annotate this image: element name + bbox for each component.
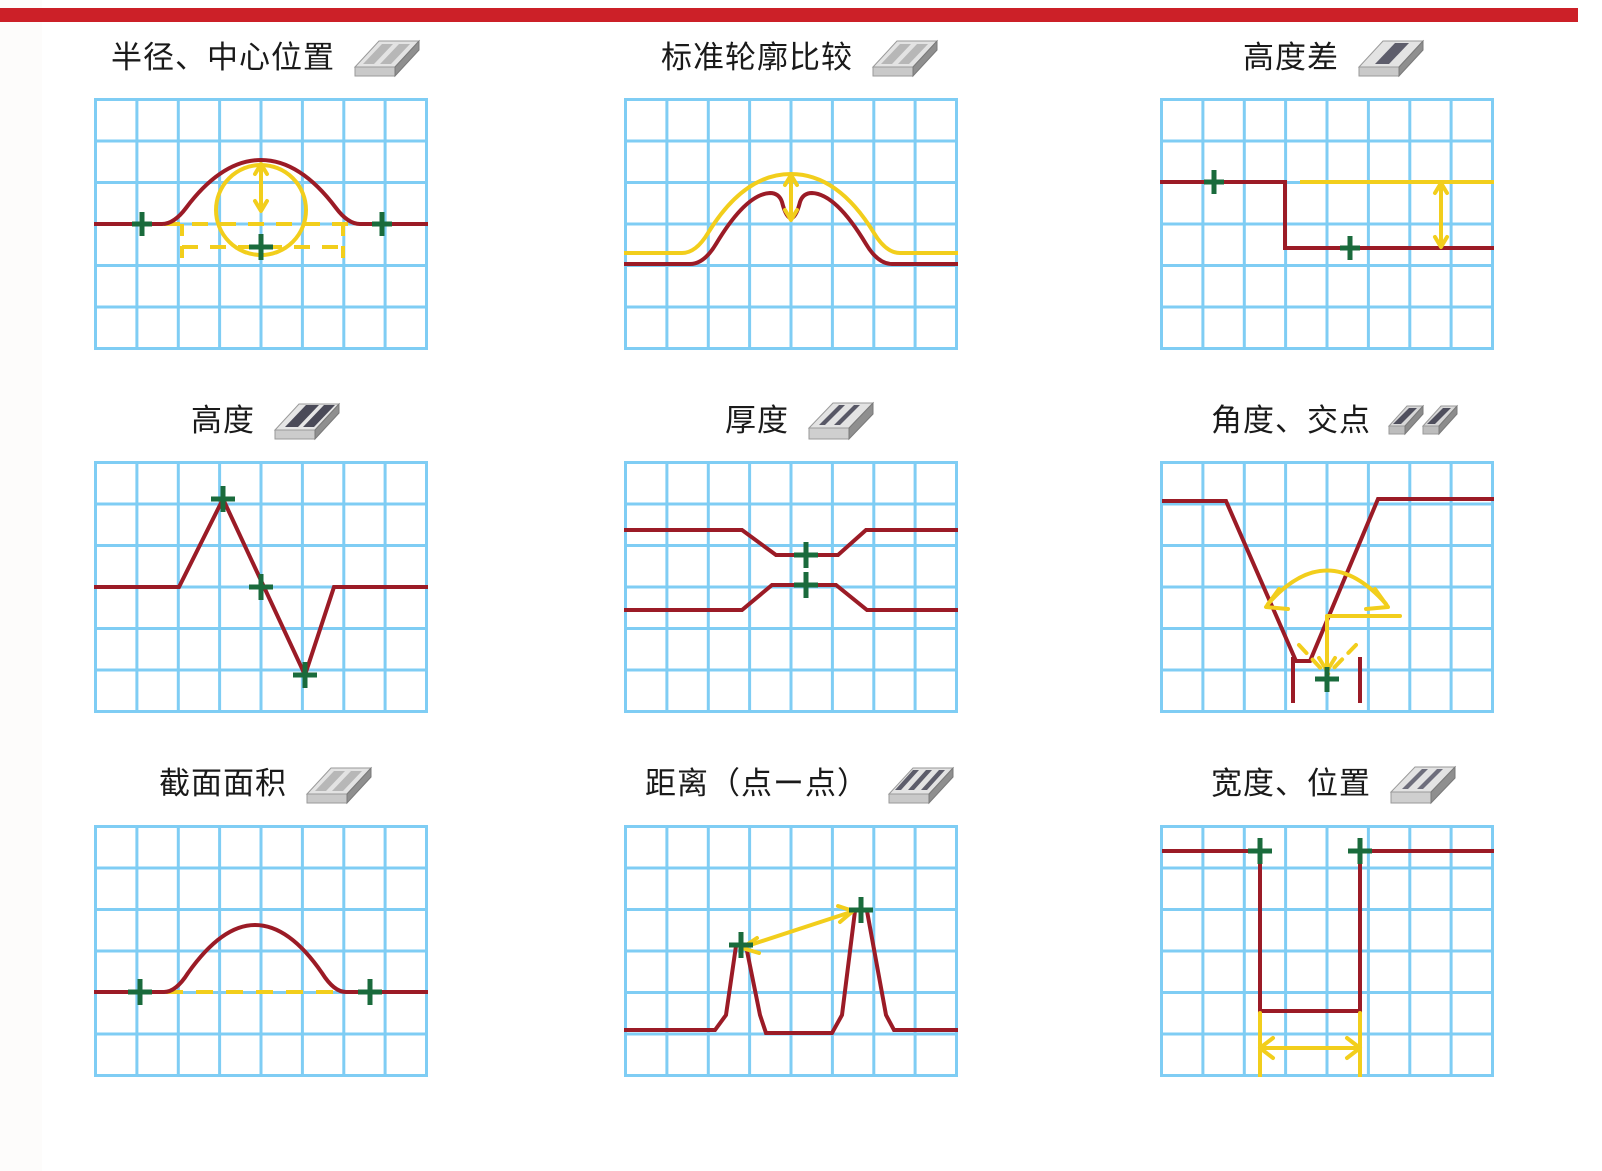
chart-grid <box>624 824 958 1077</box>
distance-arrow <box>740 903 855 955</box>
panel-header: 高度 <box>0 385 546 457</box>
profile-chart <box>1160 824 1494 1077</box>
panel-header: 标准轮廓比较 <box>534 22 1068 94</box>
panel-title: 截面面积 <box>159 766 287 803</box>
step-block-3d-dark-icon <box>273 403 341 441</box>
chart-grid <box>94 824 428 1077</box>
panel-title: 距离（点ー点） <box>645 766 869 803</box>
panel-standard-profile-comparison: 标准轮廓比较 <box>534 22 1068 385</box>
panel-distance-point-to-point: 距离（点ー点） <box>534 749 1068 1112</box>
panel-width-position: 宽度、位置 <box>1068 749 1602 1112</box>
three-peaks-3d-icon <box>887 766 955 804</box>
step-block-3d-icon <box>871 39 939 78</box>
panel-title: 高度差 <box>1243 39 1339 76</box>
measurement-panel-grid: 半径、中心位置 <box>0 22 1602 1112</box>
v-groove-profile-line <box>1162 497 1494 664</box>
profile-line <box>94 157 428 226</box>
cursor-markers <box>128 978 382 1005</box>
channel-block-3d-icon <box>807 402 875 441</box>
panel-header: 角度、交点 <box>1068 385 1602 457</box>
panel-title: 厚度 <box>725 402 789 439</box>
step-block-3d-icon <box>1357 39 1425 78</box>
step-block-3d-icon <box>305 766 373 804</box>
profile-chart <box>624 461 958 714</box>
step-block-3d-icon <box>353 39 421 78</box>
angle-arc-overlay <box>1264 569 1390 612</box>
intersection-marker <box>1315 667 1339 693</box>
dome-profile-line <box>94 922 428 994</box>
cursor-markers <box>132 212 392 260</box>
height-difference-arrow <box>1433 181 1449 249</box>
accent-bar <box>0 8 1578 22</box>
panel-radius-center-position: 半径、中心位置 <box>0 22 534 385</box>
panel-header: 半径、中心位置 <box>0 22 546 94</box>
panel-header: 宽度、位置 <box>1068 749 1602 821</box>
panel-title: 半径、中心位置 <box>111 39 335 76</box>
panel-title: 宽度、位置 <box>1211 766 1371 803</box>
panel-header: 截面面积 <box>0 749 546 821</box>
profile-chart <box>624 824 958 1077</box>
groove-profile-line <box>1162 848 1494 1013</box>
thickness-markers <box>794 542 818 599</box>
channel-block-3d-icon <box>1389 765 1457 804</box>
profile-chart <box>1160 461 1494 714</box>
chart-svg <box>1160 461 1494 714</box>
panel-header: 距离（点ー点） <box>534 749 1068 821</box>
chart-grid <box>624 98 958 350</box>
panel-cross-sectional-area: 截面面积 <box>0 749 534 1112</box>
panel-angle-intersection: 角度、交点 <box>1068 385 1602 748</box>
chart-svg <box>1160 824 1494 1077</box>
panel-title: 角度、交点 <box>1211 402 1371 439</box>
chart-svg <box>624 824 958 1077</box>
cursor-markers <box>1204 170 1360 260</box>
deviation-arrow <box>783 173 799 222</box>
chart-svg <box>94 461 428 714</box>
intersection-overlay <box>1297 614 1402 677</box>
panel-thickness: 厚度 <box>534 385 1068 748</box>
chart-svg <box>94 824 428 1077</box>
panel-title: 标准轮廓比较 <box>661 39 853 76</box>
panel-header: 厚度 <box>534 385 1068 457</box>
profile-chart <box>94 461 428 714</box>
two-bars-3d-dark-icon <box>1387 405 1459 436</box>
chart-grid <box>1160 824 1494 1077</box>
width-dimension <box>1258 1010 1362 1077</box>
panel-header: 高度差 <box>1068 22 1602 94</box>
profile-chart <box>94 98 428 350</box>
peak-markers <box>729 896 873 958</box>
panel-height: 高度 <box>0 385 534 748</box>
measurement-markers <box>211 486 317 689</box>
chart-svg <box>94 98 428 350</box>
profile-chart <box>624 98 958 350</box>
chart-svg <box>624 461 958 714</box>
chart-svg <box>624 98 958 350</box>
panel-height-difference: 高度差 <box>1068 22 1602 385</box>
profile-chart <box>94 824 428 1077</box>
profile-chart <box>1160 98 1494 350</box>
page-left-margin-tint <box>0 0 42 1171</box>
chart-svg <box>1160 98 1494 350</box>
edge-markers <box>1248 837 1372 864</box>
panel-title: 高度 <box>191 402 255 439</box>
